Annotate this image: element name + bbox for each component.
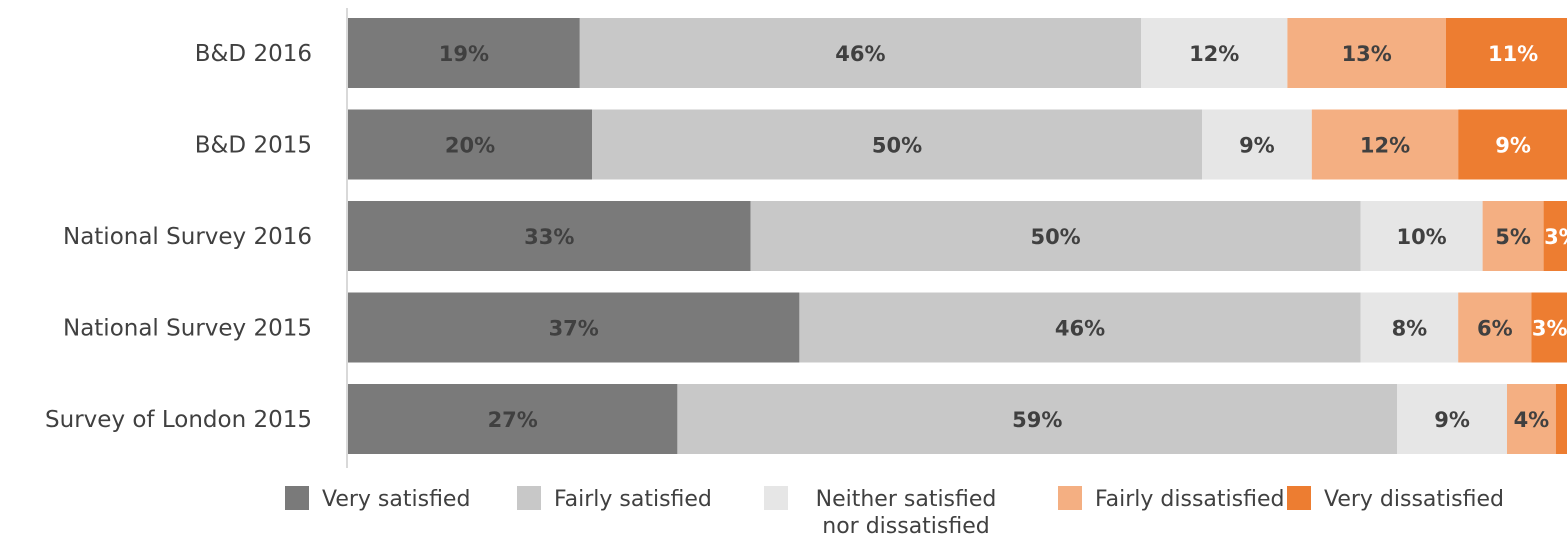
data-label: 12% bbox=[1189, 42, 1239, 66]
bar-segment bbox=[348, 109, 592, 180]
data-label: 10% bbox=[1396, 225, 1446, 249]
data-label: 8% bbox=[1392, 317, 1428, 341]
data-label: 3% bbox=[1544, 225, 1567, 249]
data-label: 9% bbox=[1495, 134, 1531, 158]
data-label: 19% bbox=[439, 42, 489, 66]
category-label: National Survey 2016 bbox=[63, 224, 312, 250]
bar-segment bbox=[1287, 18, 1446, 88]
bar-segment bbox=[1360, 292, 1459, 363]
legend-label: Fairly satisfied bbox=[554, 487, 712, 512]
data-label: 59% bbox=[1012, 408, 1062, 432]
legend-swatch bbox=[517, 486, 541, 510]
category-label: B&D 2015 bbox=[195, 133, 312, 159]
bar-segment bbox=[579, 18, 1141, 88]
data-label: 20% bbox=[445, 134, 495, 158]
bar-segment bbox=[1543, 201, 1567, 271]
bar-segment bbox=[1446, 18, 1567, 88]
legend-label: Neither satisfied bbox=[816, 487, 997, 512]
data-label: 11% bbox=[1488, 42, 1538, 66]
bar-segment bbox=[1555, 384, 1567, 454]
data-label: 27% bbox=[488, 408, 538, 432]
bar-segment bbox=[348, 384, 678, 454]
bar-segment bbox=[1458, 292, 1532, 363]
data-label: 50% bbox=[1030, 225, 1080, 249]
bar-segment bbox=[1507, 384, 1556, 454]
legend-label: Very dissatisfied bbox=[1324, 487, 1504, 512]
data-label: 50% bbox=[872, 134, 922, 158]
legend: Very satisfied Fairly satisfied Neither sa… bbox=[285, 486, 1504, 539]
bar-segment bbox=[1482, 201, 1544, 271]
legend-label: Fairly dissatisfied bbox=[1095, 487, 1284, 512]
bar-segment bbox=[592, 109, 1202, 180]
data-label: 37% bbox=[549, 317, 599, 341]
legend-swatch bbox=[285, 486, 309, 510]
data-label: 5% bbox=[1495, 225, 1531, 249]
data-labels-layer: 19% 46% 12% 13% 11% 20% 50% 9% 12% 9% 33% 50% 10% 5% 3… bbox=[439, 42, 1567, 432]
bar-segment bbox=[750, 201, 1361, 271]
legend-label: Very satisfied bbox=[322, 487, 470, 512]
category-label: National Survey 2015 bbox=[63, 316, 312, 342]
data-label: 3% bbox=[1532, 317, 1567, 341]
data-label: 13% bbox=[1342, 42, 1392, 66]
bar-segment bbox=[1311, 109, 1459, 180]
data-label: 46% bbox=[1055, 317, 1105, 341]
category-label: B&D 2016 bbox=[195, 41, 312, 67]
legend-swatch bbox=[1287, 486, 1311, 510]
data-label: 46% bbox=[835, 42, 885, 66]
category-labels-layer: B&D 2016 B&D 2015 National Survey 2016 Nati… bbox=[45, 41, 312, 433]
data-label: 33% bbox=[524, 225, 574, 249]
bar-segment bbox=[1458, 109, 1567, 180]
bar-segment bbox=[799, 292, 1361, 363]
bars-layer bbox=[348, 18, 1567, 454]
bar-segment bbox=[348, 201, 751, 271]
bar-segment bbox=[1360, 201, 1483, 271]
bar-segment bbox=[1141, 18, 1288, 88]
bar-segment bbox=[348, 18, 580, 88]
bar-segment bbox=[1397, 384, 1507, 454]
data-label: 4% bbox=[1514, 408, 1550, 432]
data-label: 12% bbox=[1360, 134, 1410, 158]
bar-segment bbox=[348, 292, 800, 363]
data-label: 9% bbox=[1239, 134, 1275, 158]
bar-segment bbox=[1202, 109, 1312, 180]
legend-swatch bbox=[1058, 486, 1082, 510]
data-label: 6% bbox=[1477, 317, 1513, 341]
data-label: 9% bbox=[1434, 408, 1470, 432]
category-label: Survey of London 2015 bbox=[45, 407, 312, 433]
legend-label: nor dissatisfied bbox=[822, 514, 989, 538]
bar-segment bbox=[677, 384, 1398, 454]
bar-segment bbox=[1531, 292, 1567, 363]
legend-swatch bbox=[764, 486, 788, 510]
